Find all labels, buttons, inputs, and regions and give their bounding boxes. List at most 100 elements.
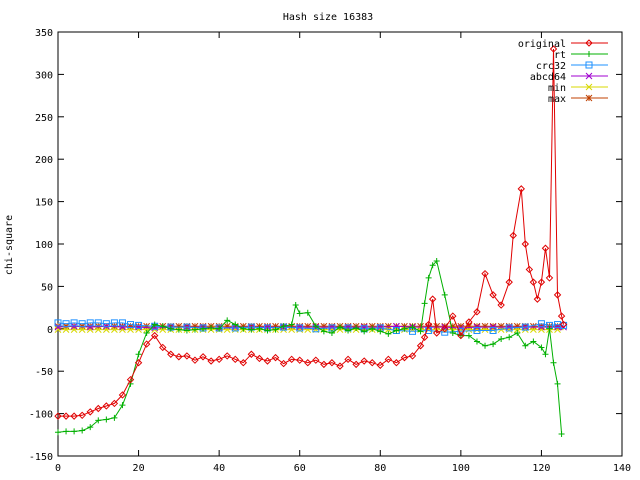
data-point-rt xyxy=(79,427,86,434)
data-point-crc32 xyxy=(127,321,135,329)
data-point-original xyxy=(352,360,360,369)
data-point-original xyxy=(215,355,223,364)
data-point-original xyxy=(368,359,376,367)
data-point-rt xyxy=(465,332,472,339)
data-point-original xyxy=(231,355,239,364)
data-point-original xyxy=(525,265,534,274)
legend-marker-original xyxy=(585,39,593,47)
data-point-rt xyxy=(248,326,255,333)
y-tick-label: -150 xyxy=(29,452,53,463)
data-point-rt xyxy=(240,325,247,332)
data-point-crc32 xyxy=(135,321,143,329)
data-point-crc32 xyxy=(118,319,126,327)
data-point-min xyxy=(530,326,537,334)
data-point-rt xyxy=(191,326,198,333)
data-point-rt xyxy=(369,325,376,332)
data-point-rt xyxy=(95,417,102,424)
data-point-rt xyxy=(216,325,223,332)
data-point-original xyxy=(505,278,513,286)
data-point-original xyxy=(553,291,562,299)
x-tick-label: 80 xyxy=(374,463,386,474)
legend-marker-max xyxy=(585,94,593,102)
data-point-rt xyxy=(522,342,529,349)
data-point-max xyxy=(320,322,328,330)
data-point-original xyxy=(207,357,215,365)
x-tick-label: 20 xyxy=(133,463,145,474)
data-point-max xyxy=(457,322,465,330)
series-group xyxy=(54,45,568,437)
data-point-max xyxy=(530,322,537,330)
legend-label-max: max xyxy=(548,94,566,105)
series-original xyxy=(54,45,568,420)
data-point-original xyxy=(420,333,429,341)
data-point-rt xyxy=(554,380,561,387)
data-point-original xyxy=(557,312,566,320)
x-tick-label: 60 xyxy=(294,463,306,474)
data-point-original xyxy=(529,278,538,286)
data-point-abcd64 xyxy=(86,323,94,331)
chart-title: Hash size 16383 xyxy=(283,12,373,23)
data-point-max xyxy=(425,322,432,330)
data-point-rt xyxy=(538,344,545,351)
data-point-original xyxy=(328,359,336,367)
data-point-rt xyxy=(377,328,384,335)
data-point-rt xyxy=(498,335,505,342)
data-point-original xyxy=(489,291,497,299)
data-point-min xyxy=(62,326,70,334)
data-point-original xyxy=(296,356,304,364)
data-point-rt xyxy=(337,324,343,331)
data-point-rt xyxy=(143,330,150,337)
data-point-rt xyxy=(159,323,166,330)
data-point-original xyxy=(183,352,191,360)
data-point-max xyxy=(223,322,231,330)
data-point-max xyxy=(473,322,481,330)
data-point-original xyxy=(376,361,384,369)
data-point-rt xyxy=(433,257,440,264)
data-point-crc32 xyxy=(296,324,304,332)
legend-marker-abcd64 xyxy=(585,72,593,80)
data-point-original xyxy=(150,331,159,340)
data-point-original xyxy=(521,240,530,248)
legend-marker-rt xyxy=(586,51,592,57)
y-tick-label: 100 xyxy=(35,240,53,251)
data-point-rt xyxy=(63,428,70,435)
data-point-original xyxy=(54,412,62,420)
y-axis-label: chi-square xyxy=(4,215,15,275)
data-point-max xyxy=(521,322,529,330)
data-point-original xyxy=(223,352,231,360)
data-point-original xyxy=(126,375,135,384)
axis-ticks: 0 20 40 60 80 100 120 140 -150 -100 -50 0 50 100 150 20… xyxy=(29,28,631,474)
data-point-original xyxy=(167,350,175,358)
data-point-original xyxy=(400,353,409,362)
data-point-max xyxy=(135,322,142,330)
data-point-original xyxy=(384,355,393,364)
data-point-rt xyxy=(256,325,263,332)
data-point-original xyxy=(320,360,328,369)
data-point-max xyxy=(497,322,505,330)
data-point-rt xyxy=(208,324,215,331)
data-point-rt xyxy=(183,327,190,334)
data-point-rt xyxy=(482,342,489,349)
data-point-max xyxy=(465,322,473,330)
data-point-crc32 xyxy=(102,320,110,328)
data-point-original xyxy=(517,185,525,193)
data-point-rt xyxy=(296,310,303,317)
data-point-rt xyxy=(200,325,207,332)
legend-marker-min xyxy=(585,83,593,91)
data-point-original xyxy=(142,340,151,348)
data-point-original xyxy=(465,318,473,326)
data-point-max xyxy=(264,322,271,330)
data-point-crc32 xyxy=(70,319,78,327)
data-point-crc32 xyxy=(94,319,102,327)
data-point-rt xyxy=(328,330,335,337)
data-point-original xyxy=(545,274,554,282)
data-point-crc32 xyxy=(505,324,513,332)
data-point-max xyxy=(433,322,441,330)
data-point-rt xyxy=(558,430,565,437)
data-point-original xyxy=(533,295,542,303)
data-point-max xyxy=(505,322,513,330)
legend-label-min: min xyxy=(548,83,566,94)
data-point-original xyxy=(279,359,288,368)
data-point-max xyxy=(449,322,457,330)
data-point-max xyxy=(272,322,279,330)
